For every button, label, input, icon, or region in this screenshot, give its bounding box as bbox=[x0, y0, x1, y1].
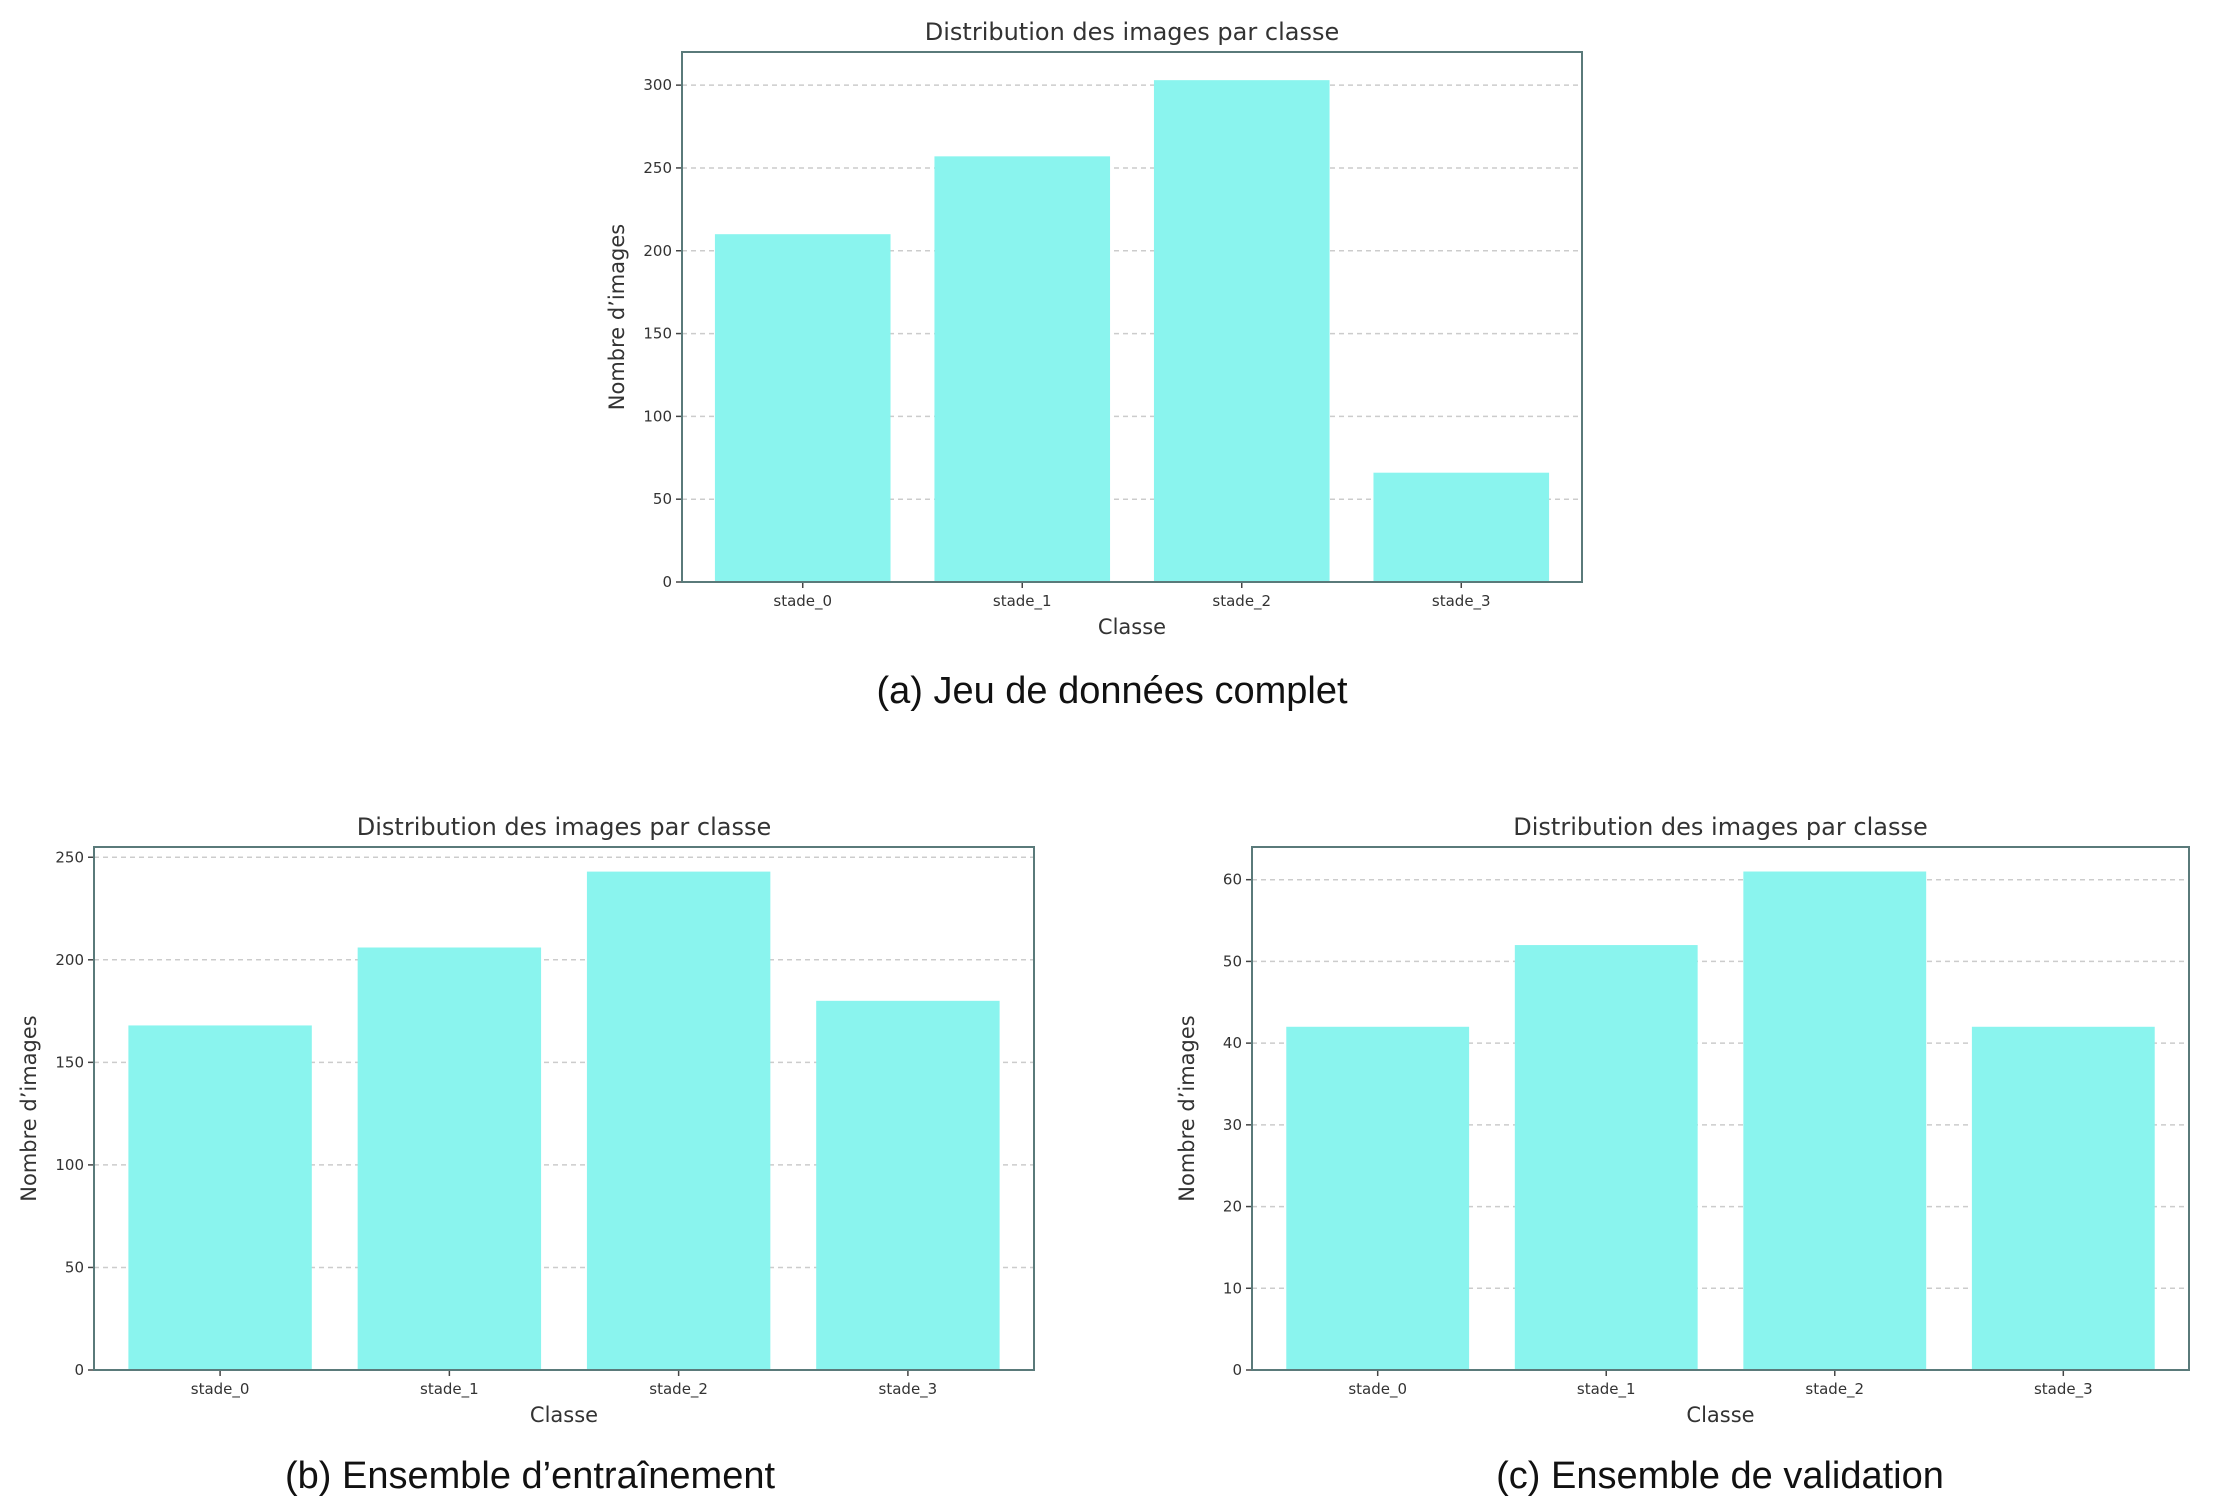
chart-a: Distribution des images par classe 0 50 100… bbox=[600, 0, 1620, 680]
x-tick-label: stade_3 bbox=[2034, 1380, 2093, 1399]
bar-stade_3 bbox=[816, 1000, 1000, 1370]
caption-c: (c) Ensemble de validation bbox=[1496, 1455, 1944, 1497]
y-tick-label: 150 bbox=[643, 325, 672, 343]
x-tick-label: stade_2 bbox=[1805, 1380, 1864, 1399]
bar-stade_3 bbox=[1373, 472, 1550, 582]
y-axis-label: Nombre d’images bbox=[605, 224, 629, 410]
bar-stade_0 bbox=[128, 1025, 312, 1370]
chart-title: Distribution des images par classe bbox=[925, 18, 1339, 46]
plot-frame bbox=[93, 846, 1035, 1371]
bar-stade_1 bbox=[934, 156, 1111, 582]
y-tick-label: 0 bbox=[662, 573, 672, 591]
y-tick-label: 40 bbox=[1223, 1034, 1242, 1052]
bar-stade_1 bbox=[1514, 945, 1698, 1370]
caption-a: (a) Jeu de données complet bbox=[876, 670, 1348, 712]
x-axis-label: Classe bbox=[1686, 1403, 1754, 1427]
chart-b-svg: Distribution des images par classe 0 50 100… bbox=[17, 813, 1035, 1427]
plot-frame bbox=[1251, 846, 2190, 1371]
bar-stade_3 bbox=[1971, 1026, 2155, 1370]
y-tick-label: 250 bbox=[55, 848, 84, 866]
x-tick-label: stade_3 bbox=[879, 1380, 938, 1399]
y-tick-label: 200 bbox=[643, 242, 672, 260]
y-tick-label: 50 bbox=[653, 490, 672, 508]
x-tick-label: stade_0 bbox=[191, 1380, 250, 1399]
bar-stade_0 bbox=[714, 234, 891, 582]
chart-b: Distribution des images par classe 0 50 100… bbox=[0, 795, 1060, 1445]
x-tick-label: stade_2 bbox=[649, 1380, 708, 1399]
y-tick-label: 50 bbox=[65, 1258, 84, 1276]
chart-c-svg: Distribution des images par classe 0 10 20 3… bbox=[1175, 813, 2190, 1427]
x-axis-label: Classe bbox=[1098, 615, 1166, 639]
bar-stade_2 bbox=[586, 871, 771, 1370]
y-axis-label: Nombre d’images bbox=[1175, 1015, 1199, 1201]
x-tick-label: stade_1 bbox=[993, 592, 1052, 611]
y-tick-label: 300 bbox=[643, 76, 672, 94]
y-tick-label: 0 bbox=[1232, 1361, 1242, 1379]
y-tick-label: 100 bbox=[55, 1156, 84, 1174]
x-tick-label: stade_0 bbox=[773, 592, 832, 611]
y-tick-label: 0 bbox=[74, 1361, 84, 1379]
y-tick-label: 30 bbox=[1223, 1116, 1242, 1134]
y-tick-label: 150 bbox=[55, 1053, 84, 1071]
x-tick-label: stade_1 bbox=[420, 1380, 479, 1399]
bar-stade_2 bbox=[1743, 871, 1927, 1370]
y-tick-label: 250 bbox=[643, 159, 672, 177]
chart-a-svg: Distribution des images par classe 0 50 100… bbox=[605, 18, 1583, 639]
bar-stade_2 bbox=[1153, 80, 1330, 582]
x-tick-label: stade_0 bbox=[1348, 1380, 1407, 1399]
y-axis-label: Nombre d’images bbox=[17, 1015, 41, 1201]
bar-stade_0 bbox=[1286, 1026, 1470, 1370]
x-axis-label: Classe bbox=[530, 1403, 598, 1427]
y-tick-label: 10 bbox=[1223, 1279, 1242, 1297]
bar-stade_1 bbox=[357, 947, 542, 1370]
plot-frame bbox=[681, 51, 1583, 583]
y-tick-label: 20 bbox=[1223, 1198, 1242, 1216]
chart-c: Distribution des images par classe 0 10 20 3… bbox=[1170, 795, 2224, 1445]
y-tick-label: 100 bbox=[643, 407, 672, 425]
x-tick-label: stade_3 bbox=[1432, 592, 1491, 611]
x-tick-label: stade_1 bbox=[1577, 1380, 1636, 1399]
y-tick-label: 60 bbox=[1223, 871, 1242, 889]
y-tick-label: 50 bbox=[1223, 952, 1242, 970]
chart-title: Distribution des images par classe bbox=[357, 813, 771, 841]
caption-b: (b) Ensemble d’entraînement bbox=[284, 1455, 776, 1497]
x-tick-label: stade_2 bbox=[1212, 592, 1271, 611]
y-tick-label: 200 bbox=[55, 951, 84, 969]
chart-title: Distribution des images par classe bbox=[1513, 813, 1927, 841]
